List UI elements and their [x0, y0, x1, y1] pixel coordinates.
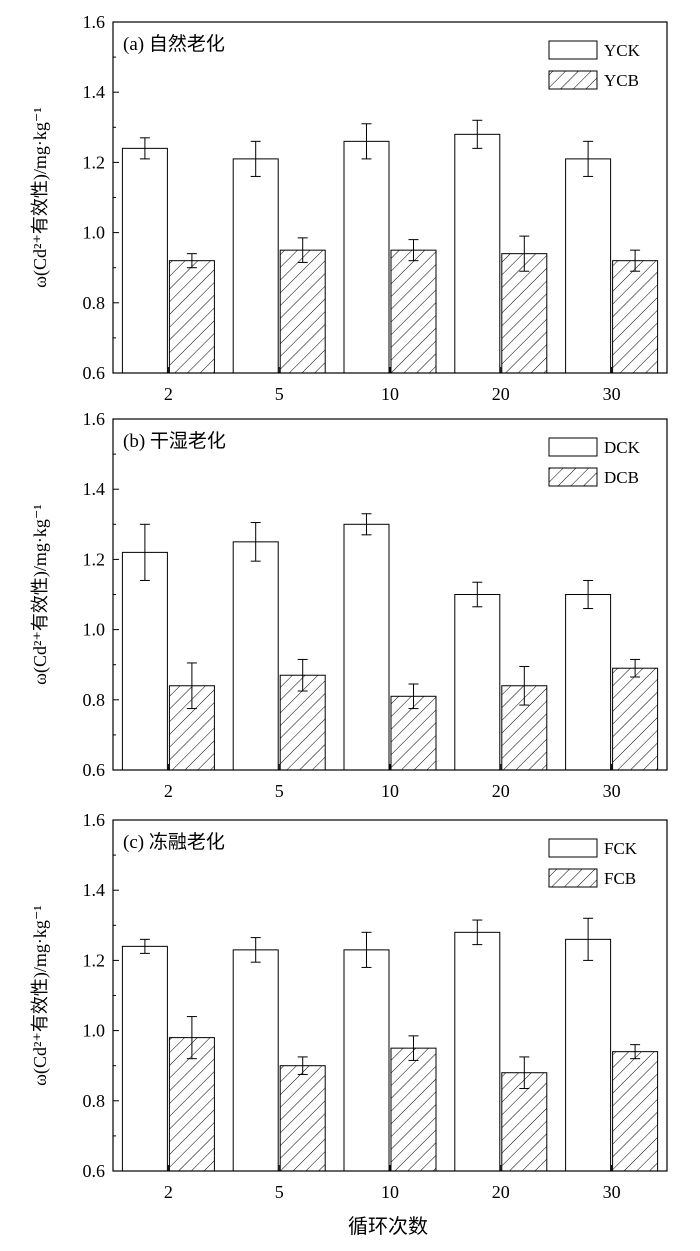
x-tick-label: 2 — [164, 781, 173, 801]
y-tick-label: 1.2 — [83, 950, 106, 970]
x-tick-label: 10 — [381, 1182, 399, 1202]
chart-panels: 0.6 0.8 1.0 1.2 1.4 1.6 2 5 10 20 30 (a) 自然老化 YCK YCB… — [30, 12, 668, 1202]
bar-ycb-30 — [612, 260, 659, 374]
chart-panel-c: 0.6 0.8 1.0 1.2 1.4 1.6 2 5 10 20 30 (c) 冻融老化 FCK FCB… — [30, 810, 668, 1202]
y-tick-label: 1.0 — [83, 223, 106, 243]
bar-dck-5 — [232, 541, 279, 771]
bar-ycb-2 — [168, 260, 215, 374]
bar-fck-5 — [232, 949, 279, 1172]
x-tick-label: 10 — [381, 781, 399, 801]
bar-yck-5 — [232, 158, 279, 374]
y-tick-label: 1.0 — [83, 620, 106, 640]
x-tick-label: 20 — [492, 1182, 510, 1202]
chart-panel-b: 0.6 0.8 1.0 1.2 1.4 1.6 2 5 10 20 30 (b) 干湿老化 DCK DCB… — [30, 409, 668, 801]
panel-title: (c) 冻融老化 — [123, 831, 225, 853]
bar-fck-20 — [454, 931, 501, 1172]
x-tick-label: 10 — [381, 384, 399, 404]
y-axis-label: ω(Cd²⁺有效性)/mg·kg⁻¹ — [30, 905, 51, 1086]
x-tick-label: 2 — [164, 1182, 173, 1202]
bar-dck-10 — [343, 523, 390, 771]
x-axis-label: 循环次数 — [348, 1215, 428, 1238]
bar-yck-20 — [454, 133, 501, 374]
legend-swatch-ycb — [548, 70, 598, 90]
y-tick-label: 1.4 — [83, 82, 106, 102]
x-tick-label: 5 — [275, 1182, 284, 1202]
y-tick-label: 1.4 — [83, 880, 106, 900]
bar-fck-2 — [121, 945, 168, 1172]
bar-fcb-5 — [279, 1065, 326, 1172]
y-tick-label: 1.6 — [83, 12, 106, 32]
chart-panel-a: 0.6 0.8 1.0 1.2 1.4 1.6 2 5 10 20 30 (a) 自然老化 YCK YCB… — [30, 12, 668, 404]
y-tick-label: 1.2 — [83, 549, 106, 569]
x-tick-label: 20 — [492, 781, 510, 801]
legend-label-fck: FCK — [604, 839, 638, 858]
y-tick-label: 1.6 — [83, 810, 106, 830]
bar-ycb-20 — [501, 253, 548, 374]
bar-dck-20 — [454, 594, 501, 771]
bar-fcb-10 — [390, 1047, 437, 1172]
bar-dck-30 — [565, 594, 612, 771]
bar-dck-2 — [121, 551, 168, 771]
x-tick-label: 30 — [603, 781, 621, 801]
legend-label-ycb: YCB — [604, 71, 639, 90]
panel-title: (b) 干湿老化 — [123, 430, 226, 452]
x-tick-label: 2 — [164, 384, 173, 404]
bar-fck-10 — [343, 949, 390, 1172]
legend-swatch-dcb — [548, 467, 598, 487]
x-tick-label: 30 — [603, 384, 621, 404]
x-tick-label: 30 — [603, 1182, 621, 1202]
y-tick-label: 0.6 — [83, 760, 106, 780]
y-axis-label: ω(Cd²⁺有效性)/mg·kg⁻¹ — [30, 107, 51, 288]
legend-swatch-fck — [548, 838, 598, 858]
bar-ycb-10 — [390, 249, 437, 374]
x-tick-label: 5 — [275, 384, 284, 404]
x-tick-label: 20 — [492, 384, 510, 404]
y-axis-label: ω(Cd²⁺有效性)/mg·kg⁻¹ — [30, 504, 51, 685]
legend-swatch-yck — [548, 40, 598, 60]
legend-label-dck: DCK — [604, 438, 641, 457]
y-tick-label: 0.8 — [83, 1091, 106, 1111]
bar-fck-30 — [565, 938, 612, 1172]
legend-label-yck: YCK — [604, 41, 641, 60]
y-tick-label: 1.4 — [83, 479, 106, 499]
y-tick-label: 1.0 — [83, 1021, 106, 1041]
bar-yck-10 — [343, 140, 390, 374]
y-tick-label: 1.2 — [83, 152, 106, 172]
bar-dcb-30 — [612, 667, 659, 771]
bar-ycb-5 — [279, 249, 326, 374]
x-tick-label: 5 — [275, 781, 284, 801]
legend-label-fcb: FCB — [604, 869, 636, 888]
panel-title: (a) 自然老化 — [123, 33, 225, 55]
legend-swatch-fcb — [548, 868, 598, 888]
bar-yck-2 — [121, 147, 168, 374]
legend-label-dcb: DCB — [604, 468, 639, 487]
y-tick-label: 0.8 — [83, 293, 106, 313]
y-tick-label: 0.6 — [83, 1161, 106, 1181]
bar-yck-30 — [565, 158, 612, 374]
legend-swatch-dck — [548, 437, 598, 457]
y-tick-label: 0.6 — [83, 363, 106, 383]
y-tick-label: 1.6 — [83, 409, 106, 429]
bar-fcb-30 — [612, 1051, 659, 1172]
y-tick-label: 0.8 — [83, 690, 106, 710]
